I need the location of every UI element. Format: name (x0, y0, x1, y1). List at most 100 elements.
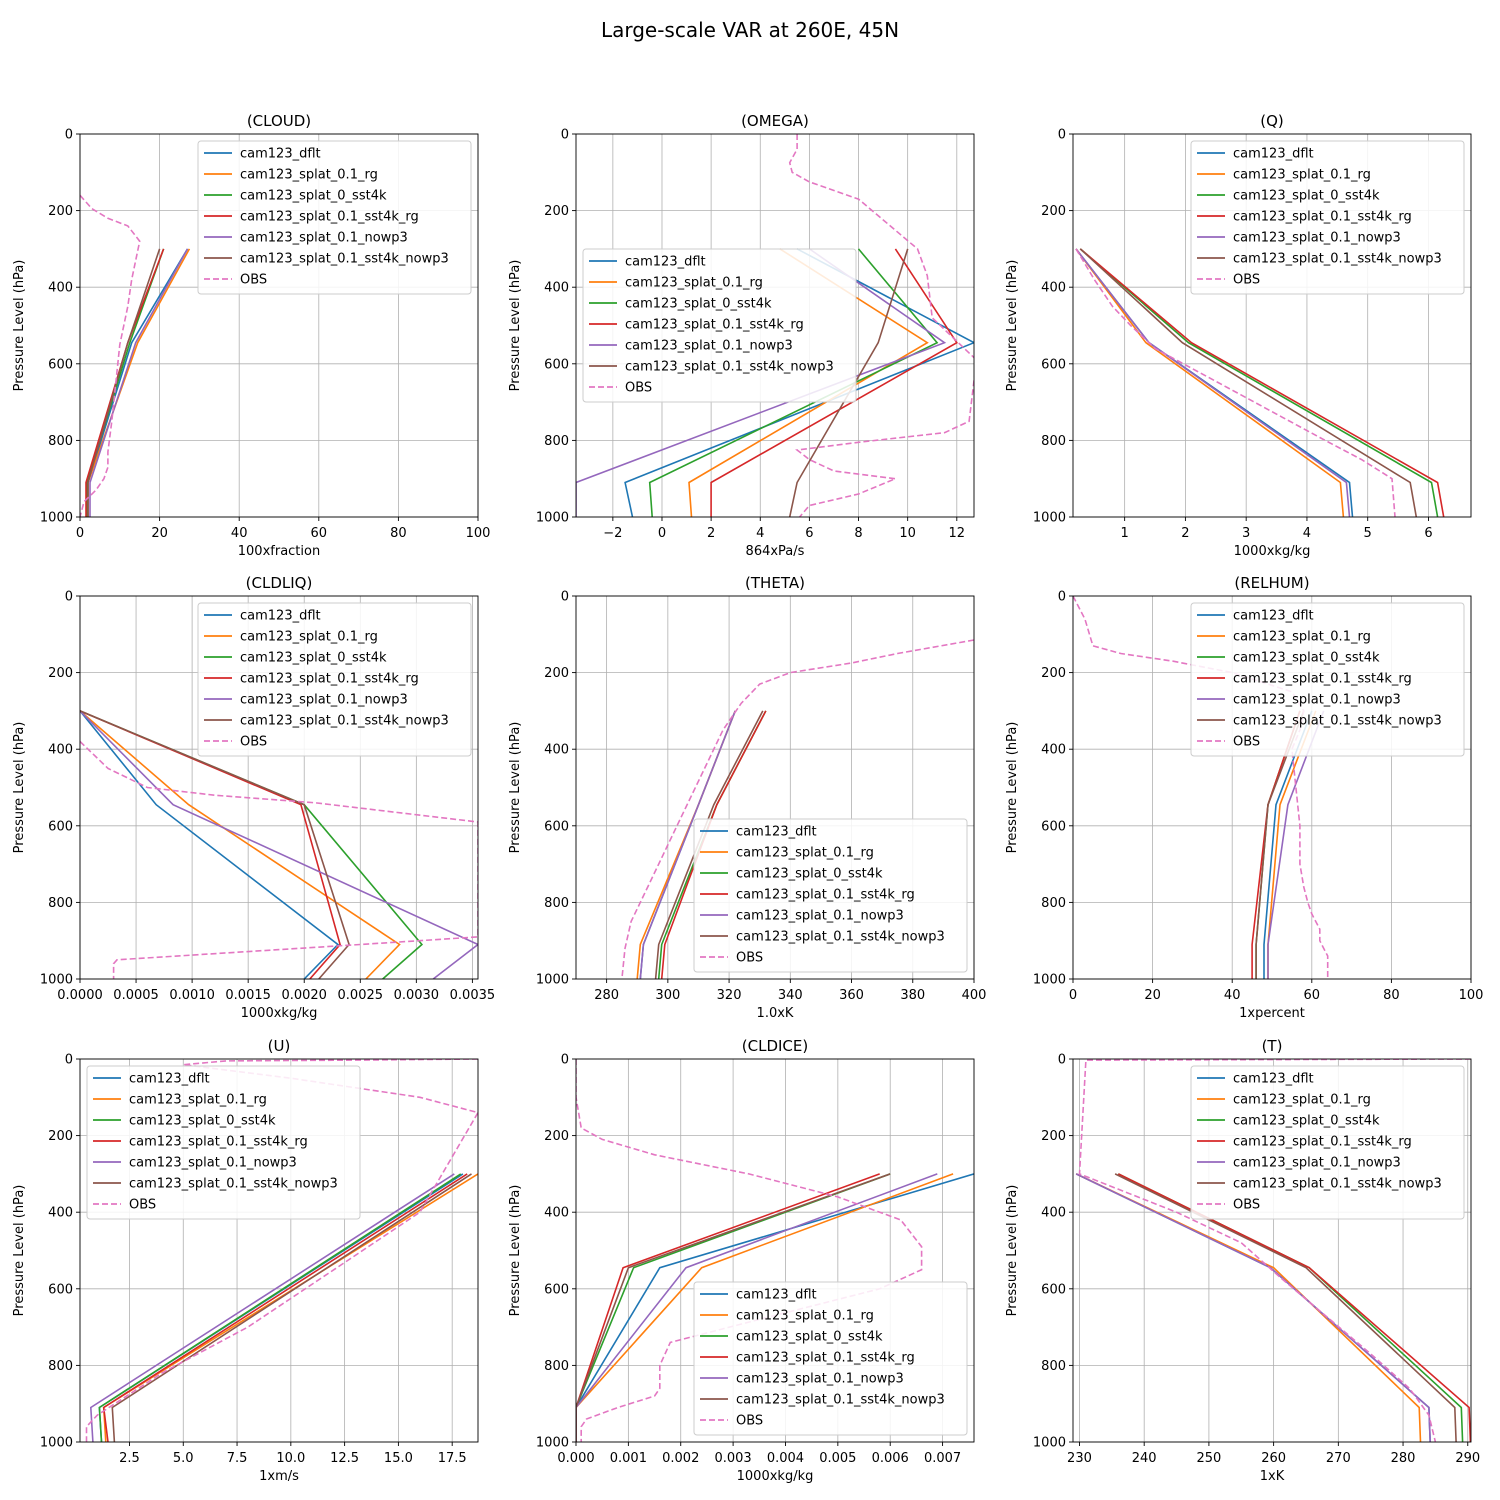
legend: cam123_dflt cam123_splat_0.1_rg cam123_spl… (693, 1281, 968, 1436)
series-line-cam123_splat_0.1_sst4k_nowp3 (654, 710, 764, 979)
series-line-OBS (1078, 1059, 1471, 1442)
legend-label: OBS (736, 1414, 763, 1429)
series-line-cam123_splat_0.1_rg (576, 1173, 954, 1442)
y-tick-label: 800 (48, 1359, 73, 1374)
x-tick-label: 15.0 (384, 1451, 413, 1466)
y-tick-label: 0 (65, 128, 73, 143)
series-line-cam123_splat_0.1_rg (87, 248, 191, 517)
y-axis-label: Pressure Level (hPa) (1005, 1185, 1020, 1317)
series-line-cam123_dflt (1263, 710, 1313, 979)
legend: cam123_dflt cam123_splat_0.1_rg cam123_spl… (197, 140, 472, 295)
y-axis-label: Pressure Level (hPa) (1005, 722, 1020, 854)
panel-title: (U) (268, 1037, 291, 1055)
axes-frame (79, 595, 479, 980)
x-tick-label: 2 (707, 526, 715, 541)
x-tick-label: 0.007 (924, 1451, 961, 1466)
y-tick-label: 400 (48, 1206, 73, 1221)
y-tick-label: 1000 (536, 1436, 569, 1451)
y-tick-label: 800 (1041, 434, 1066, 449)
x-tick-label: 60 (311, 526, 328, 541)
series-line-OBS (80, 740, 478, 979)
legend-label: cam123_splat_0.1_sst4k_nowp3 (240, 252, 449, 267)
series-line-cam123_splat_0.1_sst4k_rg (576, 1173, 880, 1442)
y-tick-label: 0 (561, 1053, 569, 1068)
series-line-OBS (1075, 248, 1396, 517)
legend-label: cam123_splat_0.1_nowp3 (736, 909, 904, 924)
y-axis-label: Pressure Level (hPa) (12, 1185, 27, 1317)
axes-frame (1072, 595, 1472, 980)
y-tick-label: 0 (65, 1053, 73, 1068)
series-line-cam123_dflt (80, 710, 340, 979)
legend-label: cam123_splat_0.1_sst4k_nowp3 (129, 1177, 338, 1192)
x-axis-label: 1.0xK (757, 1006, 794, 1021)
x-tick-label: 400 (962, 988, 987, 1003)
legend-label: cam123_dflt (625, 255, 706, 270)
series-line-OBS (576, 1059, 923, 1442)
x-tick-label: 280 (1391, 1451, 1416, 1466)
x-tick-label: 3 (1242, 526, 1250, 541)
y-tick-label: 1000 (1033, 973, 1066, 988)
series-line-cam123_splat_0.1_nowp3 (1267, 710, 1325, 979)
legend-box (1190, 1065, 1465, 1220)
legend-label: cam123_dflt (240, 147, 321, 162)
x-tick-label: 5 (1364, 526, 1372, 541)
x-tick-label: 360 (839, 988, 864, 1003)
legend-label: cam123_splat_0.1_sst4k_rg (736, 1351, 915, 1366)
x-tick-label: 260 (1261, 1451, 1286, 1466)
legend-label: cam123_splat_0.1_rg (1233, 1093, 1371, 1108)
x-tick-label: 0.0015 (225, 988, 271, 1003)
y-tick-label: 400 (544, 1206, 569, 1221)
legend-label: cam123_dflt (736, 1288, 817, 1303)
x-tick-label: −2 (603, 526, 622, 541)
legend-label: cam123_splat_0.1_sst4k_rg (240, 672, 419, 687)
legend: cam123_dflt cam123_splat_0.1_rg cam123_spl… (86, 1065, 361, 1220)
series-line-OBS (80, 194, 141, 517)
y-tick-label: 800 (1041, 896, 1066, 911)
legend-label: cam123_splat_0.1_sst4k_rg (736, 888, 915, 903)
legend: cam123_dflt cam123_splat_0.1_rg cam123_spl… (1190, 1065, 1465, 1220)
y-tick-label: 400 (1041, 1206, 1066, 1221)
x-tick-label: 240 (1132, 1451, 1157, 1466)
y-axis-label: Pressure Level (hPa) (12, 260, 27, 392)
legend-label: OBS (1233, 735, 1260, 750)
legend-label: cam123_splat_0.1_sst4k_rg (129, 1135, 308, 1150)
legend-label: OBS (129, 1198, 156, 1213)
series-line-cam123_splat_0.1_sst4k_nowp3 (111, 1173, 472, 1442)
series-line-OBS (1073, 596, 1329, 979)
y-tick-label: 200 (1041, 666, 1066, 681)
y-tick-label: 0 (1058, 590, 1066, 605)
legend: cam123_dflt cam123_splat_0.1_rg cam123_spl… (1190, 140, 1465, 295)
y-tick-label: 0 (1058, 1053, 1066, 1068)
axes-frame (575, 133, 975, 518)
legend-label: cam123_dflt (736, 825, 817, 840)
chart-panel-2: −2 0 2 4 6 8 10 12 0 200 400 600 800 1000 (OMEGA) 864xP… (508, 112, 975, 559)
series-line-cam123_splat_0.1_sst4k_nowp3 (1079, 248, 1418, 517)
y-tick-label: 200 (1041, 204, 1066, 219)
legend-label: cam123_splat_0_sst4k (1233, 1114, 1380, 1129)
series-line-cam123_splat_0.1_nowp3 (1075, 248, 1351, 517)
y-tick-label: 200 (48, 1129, 73, 1144)
legend-label: cam123_splat_0_sst4k (1233, 651, 1380, 666)
x-axis-label: 864xPa/s (746, 544, 805, 559)
x-tick-label: 300 (655, 988, 680, 1003)
y-tick-label: 1000 (536, 973, 569, 988)
x-tick-label: 6 (1424, 526, 1432, 541)
y-axis-label: Pressure Level (hPa) (1005, 260, 1020, 392)
series-line-cam123_splat_0.1_sst4k_rg (1117, 1173, 1471, 1442)
series-group (1073, 596, 1329, 979)
y-tick-label: 800 (1041, 1359, 1066, 1374)
x-tick-label: 0.000 (557, 1451, 594, 1466)
y-tick-label: 400 (544, 281, 569, 296)
legend-label: OBS (1233, 273, 1260, 288)
y-tick-label: 800 (48, 434, 73, 449)
legend-box (197, 602, 472, 757)
x-tick-label: 0.0005 (113, 988, 159, 1003)
series-line-cam123_splat_0.1_nowp3 (576, 1173, 938, 1442)
y-tick-label: 600 (544, 357, 569, 372)
legend-box (582, 248, 857, 403)
y-tick-label: 400 (1041, 281, 1066, 296)
axes-frame (1072, 1058, 1472, 1443)
x-tick-label: 0.002 (662, 1451, 699, 1466)
y-tick-label: 200 (544, 204, 569, 219)
panel-title: (CLDICE) (742, 1037, 808, 1055)
